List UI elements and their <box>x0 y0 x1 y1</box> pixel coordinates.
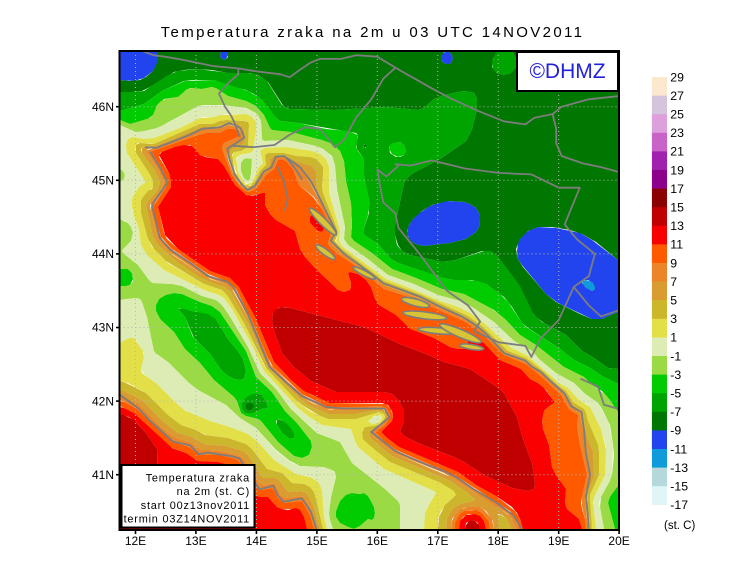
svg-text:7: 7 <box>670 275 677 289</box>
svg-text:16E: 16E <box>367 534 388 548</box>
svg-text:-1: -1 <box>670 349 681 363</box>
svg-text:-13: -13 <box>670 461 688 475</box>
svg-text:termin 03Z14NOV2011: termin 03Z14NOV2011 <box>124 514 250 526</box>
svg-text:19: 19 <box>670 163 684 177</box>
svg-text:-9: -9 <box>670 424 681 438</box>
svg-text:11: 11 <box>670 238 683 252</box>
svg-text:29: 29 <box>670 70 684 84</box>
svg-text:Temperatura zraka na 2m u 03 U: Temperatura zraka na 2m u 03 UTC 14NOV20… <box>161 24 585 41</box>
svg-text:23: 23 <box>670 126 684 140</box>
svg-text:-7: -7 <box>670 405 681 419</box>
svg-text:-3: -3 <box>670 368 681 382</box>
svg-text:41N: 41N <box>92 468 114 482</box>
svg-text:(st. C): (st. C) <box>664 520 695 532</box>
svg-text:19E: 19E <box>548 534 569 548</box>
svg-text:Temperatura zraka: Temperatura zraka <box>146 473 251 485</box>
svg-text:12E: 12E <box>125 534 146 548</box>
svg-text:45N: 45N <box>92 174 114 188</box>
svg-text:17E: 17E <box>427 534 448 548</box>
svg-text:21: 21 <box>670 145 684 159</box>
svg-text:46N: 46N <box>92 100 114 114</box>
svg-text:-5: -5 <box>670 387 681 401</box>
svg-text:18E: 18E <box>488 534 509 548</box>
svg-text:17: 17 <box>670 182 684 196</box>
svg-text:15: 15 <box>670 201 684 215</box>
svg-text:25: 25 <box>670 108 684 122</box>
svg-text:44N: 44N <box>92 247 114 261</box>
svg-text:13E: 13E <box>185 534 206 548</box>
svg-text:3: 3 <box>670 312 677 326</box>
svg-text:20E: 20E <box>608 534 629 548</box>
svg-text:15E: 15E <box>306 534 327 548</box>
svg-text:9: 9 <box>670 256 677 270</box>
svg-text:27: 27 <box>670 89 684 103</box>
svg-text:-15: -15 <box>670 480 688 494</box>
svg-text:14E: 14E <box>246 534 267 548</box>
svg-text:43N: 43N <box>92 321 114 335</box>
svg-text:1: 1 <box>670 331 677 345</box>
svg-text:-17: -17 <box>670 498 688 512</box>
svg-text:42N: 42N <box>92 394 114 408</box>
svg-text:start 00z13nov2011: start 00z13nov2011 <box>141 500 250 512</box>
svg-text:©DHMZ: ©DHMZ <box>529 60 605 83</box>
svg-text:13: 13 <box>670 219 684 233</box>
svg-text:-11: -11 <box>670 442 687 456</box>
svg-text:5: 5 <box>670 294 677 308</box>
svg-text:na 2m (st. C): na 2m (st. C) <box>177 486 250 498</box>
